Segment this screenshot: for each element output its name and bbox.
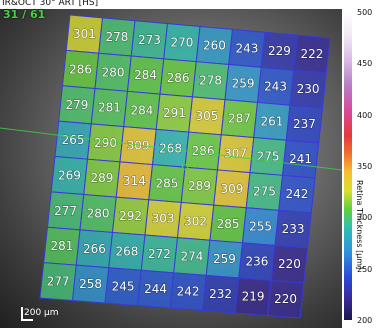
cell-thickness-value: 242 (177, 285, 200, 299)
cell-thickness-value: 244 (144, 282, 167, 296)
cell-thickness-value: 229 (268, 44, 291, 58)
cell-thickness-value: 220 (274, 292, 297, 306)
cell-thickness-value: 245 (112, 280, 135, 294)
cell-thickness-value: 286 (192, 144, 215, 158)
colorbar-tick-500: 500 (357, 8, 373, 17)
cell-thickness-value: 286 (167, 71, 190, 85)
cell-thickness-value: 278 (199, 74, 222, 88)
cell-thickness-value: 268 (159, 141, 182, 155)
cell-thickness-value: 237 (293, 117, 316, 131)
cell-thickness-value: 219 (242, 290, 265, 304)
cell-thickness-value: 255 (249, 220, 272, 234)
colorbar-tick-300: 300 (357, 213, 373, 222)
cell-thickness-value: 278 (105, 30, 128, 44)
cell-thickness-value: 281 (50, 239, 73, 253)
cell-thickness-value: 307 (224, 147, 247, 161)
cell-thickness-value: 281 (98, 101, 121, 115)
scale-bar-line (21, 307, 23, 321)
cell-thickness-value: 305 (195, 109, 218, 123)
fundus-image-viewer[interactable]: IR&OCT 30° ART [HS] 301 278 273 270 260 243 22… (0, 0, 342, 328)
cell-thickness-value: 220 (278, 257, 301, 271)
thickness-colorbar (344, 12, 352, 320)
grid-cell (266, 279, 305, 319)
cell-thickness-value: 230 (297, 82, 320, 96)
cell-thickness-value: 273 (138, 33, 161, 47)
cell-thickness-value: 309 (127, 139, 150, 153)
scale-bar-foot (21, 319, 33, 321)
cell-thickness-value: 280 (87, 207, 110, 221)
cell-thickness-value: 261 (260, 114, 283, 128)
colorbar-tick-350: 350 (357, 162, 373, 171)
cell-thickness-value: 270 (170, 36, 193, 50)
retina-thickness-grid[interactable]: 301 278 273 270 260 243 229 222 286 280 284 286 278 2… (0, 0, 342, 328)
fovea-marker (182, 164, 188, 171)
cell-thickness-value: 266 (83, 242, 106, 256)
frame-counter: 31 / 61 (3, 8, 46, 21)
cell-thickness-value: 284 (134, 68, 157, 82)
cell-thickness-value: 222 (300, 47, 323, 61)
cell-thickness-value: 259 (232, 77, 255, 91)
cell-thickness-value: 269 (58, 169, 81, 183)
cell-thickness-value: 275 (253, 185, 276, 199)
cell-thickness-value: 277 (54, 204, 77, 218)
cell-thickness-value: 301 (73, 27, 96, 41)
colorbar-tick-400: 400 (357, 111, 373, 120)
cell-thickness-value: 284 (130, 103, 153, 117)
cell-thickness-value: 285 (155, 177, 178, 191)
cell-thickness-value: 232 (209, 287, 232, 301)
cell-thickness-value: 303 (152, 212, 175, 226)
cell-thickness-value: 287 (228, 112, 251, 126)
colorbar-tick-250: 250 (357, 265, 373, 274)
cell-thickness-value: 277 (47, 275, 70, 289)
cell-thickness-value: 285 (217, 217, 240, 231)
colorbar-title: Retina Thickness [µm] (355, 180, 364, 270)
cell-thickness-value: 265 (62, 133, 85, 147)
cell-thickness-value: 290 (94, 136, 117, 150)
cell-thickness-value: 243 (235, 41, 258, 55)
scale-bar-label: 200 µm (24, 308, 59, 318)
header-bar (0, 0, 342, 9)
cell-thickness-value: 309 (220, 182, 243, 196)
cell-thickness-value: 268 (115, 244, 138, 258)
cell-thickness-value: 260 (203, 39, 226, 53)
cell-thickness-value: 236 (245, 255, 268, 269)
scan-position-line[interactable] (0, 127, 342, 171)
cell-thickness-value: 242 (285, 187, 308, 201)
cell-thickness-value: 233 (282, 222, 305, 236)
cell-thickness-value: 272 (148, 247, 171, 261)
cell-thickness-value: 292 (119, 209, 142, 223)
cell-thickness-value: 291 (163, 106, 186, 120)
cell-thickness-value: 286 (69, 63, 92, 77)
colorbar-tick-450: 450 (357, 59, 373, 68)
scan-mode-label: IR&OCT 30° ART [HS] (2, 0, 99, 8)
cell-thickness-value: 280 (102, 65, 125, 79)
cell-thickness-value: 302 (184, 214, 207, 228)
colorbar-tick-200: 200 (357, 316, 373, 325)
cell-thickness-value: 243 (264, 79, 287, 93)
cell-thickness-value: 241 (289, 152, 312, 166)
cell-thickness-value: 258 (79, 277, 102, 291)
cell-thickness-value: 259 (213, 252, 236, 266)
cell-thickness-value: 314 (123, 174, 146, 188)
cell-thickness-value: 279 (65, 98, 88, 112)
cell-thickness-value: 289 (188, 179, 211, 193)
cell-thickness-value: 274 (180, 250, 203, 264)
cell-thickness-value: 289 (90, 171, 113, 185)
